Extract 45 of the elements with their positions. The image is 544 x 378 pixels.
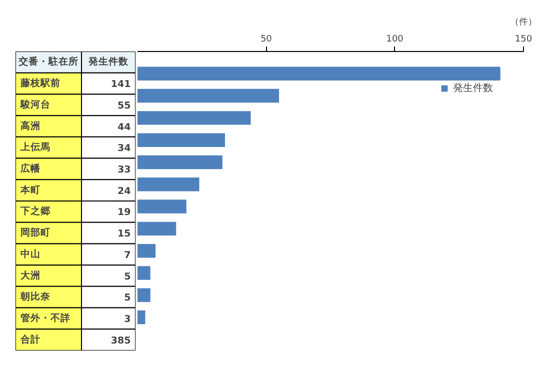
- y-tick-label: 上伝馬: [19, 141, 50, 154]
- text: 385: [110, 335, 131, 346]
- bar: [138, 288, 150, 302]
- data-label: 19: [117, 207, 131, 218]
- bar: [138, 155, 222, 170]
- y-tick-label: 広幡: [19, 162, 42, 174]
- y-tick-label: 高洲: [20, 120, 40, 132]
- data-label: 141: [110, 79, 131, 90]
- bar: [138, 222, 176, 236]
- bar: [138, 310, 146, 324]
- y-tick-label: 大洲: [19, 269, 40, 282]
- data-label: 55: [117, 100, 131, 112]
- data-label: 5: [124, 271, 131, 282]
- bar: [138, 133, 225, 147]
- bar: [138, 66, 500, 81]
- bar: [138, 111, 251, 125]
- text: 合計: [19, 333, 40, 346]
- bar: [138, 244, 156, 258]
- y-tick-label: 下之郷: [19, 205, 50, 218]
- y-tick-label: 中山: [20, 248, 40, 260]
- x-tick-label: 50: [260, 34, 272, 44]
- y-tick-label: 駿河台: [19, 98, 50, 110]
- data-label: 15: [117, 228, 131, 240]
- data-label: 5: [124, 292, 131, 304]
- data-label: 34: [117, 143, 132, 154]
- y-axis-title: 交番・駐在所: [18, 56, 78, 68]
- data-label: 33: [117, 164, 131, 176]
- bar: [138, 266, 150, 280]
- y-tick-label: 岡部町: [20, 226, 50, 239]
- data-label: 24: [117, 186, 132, 197]
- x-axis-title: （件）: [510, 16, 537, 28]
- y-tick-label: 管外・不詳: [19, 312, 70, 324]
- y-tick-label: 朝比奈: [19, 290, 52, 303]
- x-tick-label: 100: [386, 34, 404, 44]
- bar: [138, 200, 186, 214]
- text: 発生件数: [88, 56, 130, 68]
- data-label: 44: [117, 122, 132, 133]
- data-label: 3: [124, 314, 131, 325]
- x-tick-label: 150: [514, 34, 532, 44]
- y-tick-label: 本町: [19, 184, 40, 196]
- bar: [138, 88, 280, 103]
- data-label: 7: [124, 250, 131, 261]
- legend-label: 発生件数: [453, 82, 493, 95]
- y-tick-label: 藤枝駅前: [19, 77, 60, 90]
- bar: [138, 178, 200, 192]
